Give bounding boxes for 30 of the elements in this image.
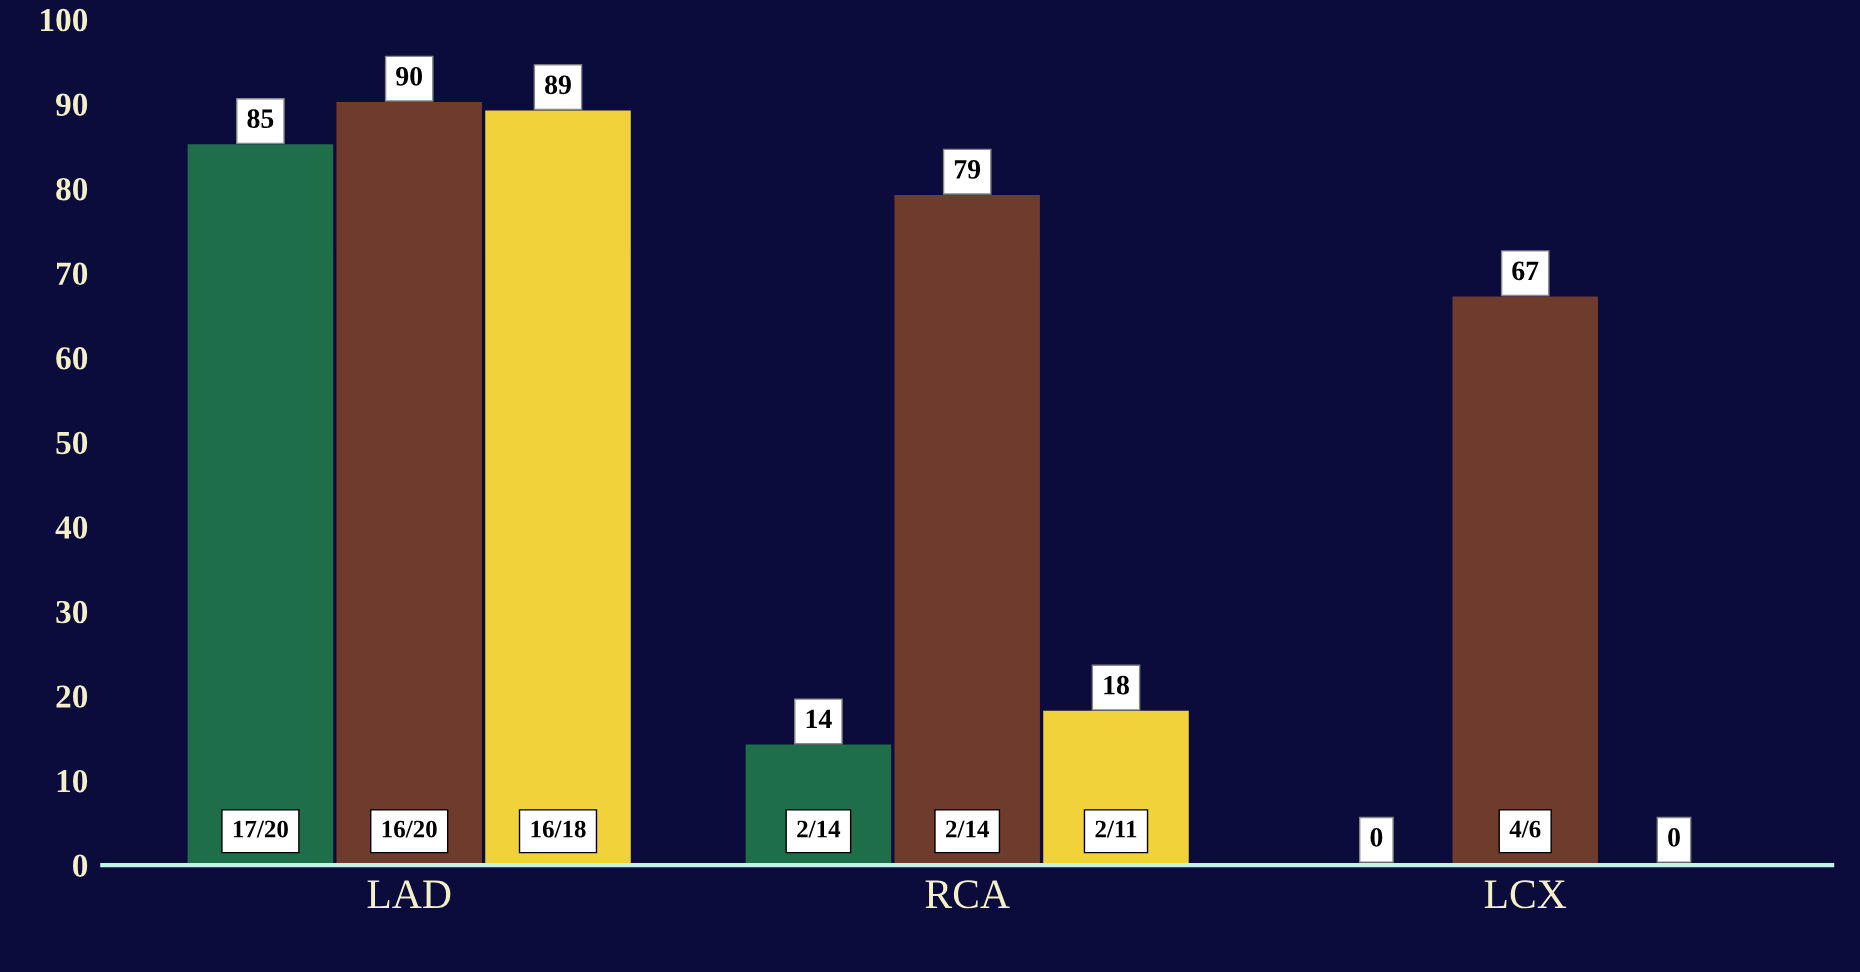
data-label: 0 — [1668, 828, 1680, 847]
y-tick-label: 70 — [56, 262, 88, 286]
y-tick-label: 90 — [55, 93, 88, 116]
x-tick-label: LCX — [1484, 880, 1567, 909]
annotation: 2/14 — [946, 820, 989, 838]
annotation: 17/20 — [233, 820, 288, 838]
data-label: 90 — [396, 66, 423, 86]
annotation: 2/11 — [1095, 820, 1137, 838]
y-tick-label: 30 — [56, 600, 88, 624]
annotation: 4/6 — [1509, 820, 1541, 838]
data-label: 18 — [1104, 675, 1129, 695]
data-label: 67 — [1512, 261, 1539, 281]
y-tick-label: 100 — [41, 8, 88, 32]
data-label: 85 — [247, 109, 274, 128]
y-tick-label: 0 — [73, 854, 88, 877]
x-tick-label: RCA — [925, 880, 1010, 909]
x-tick-label: LAD — [367, 880, 451, 908]
annotation: 16/18 — [531, 820, 586, 838]
data-label: 14 — [806, 709, 832, 729]
data-label: 79 — [954, 160, 981, 179]
annotation: 2/14 — [797, 820, 841, 838]
data-label: 89 — [545, 75, 571, 95]
y-tick-label: 50 — [56, 431, 88, 455]
y-tick-label: 40 — [55, 516, 88, 539]
annotation: 16/20 — [382, 820, 437, 838]
data-label: 0 — [1370, 828, 1383, 847]
y-tick-label: 10 — [57, 769, 88, 793]
y-tick-label: 80 — [56, 177, 88, 201]
y-tick-label: 60 — [56, 347, 88, 370]
y-tick-label: 20 — [56, 685, 88, 708]
